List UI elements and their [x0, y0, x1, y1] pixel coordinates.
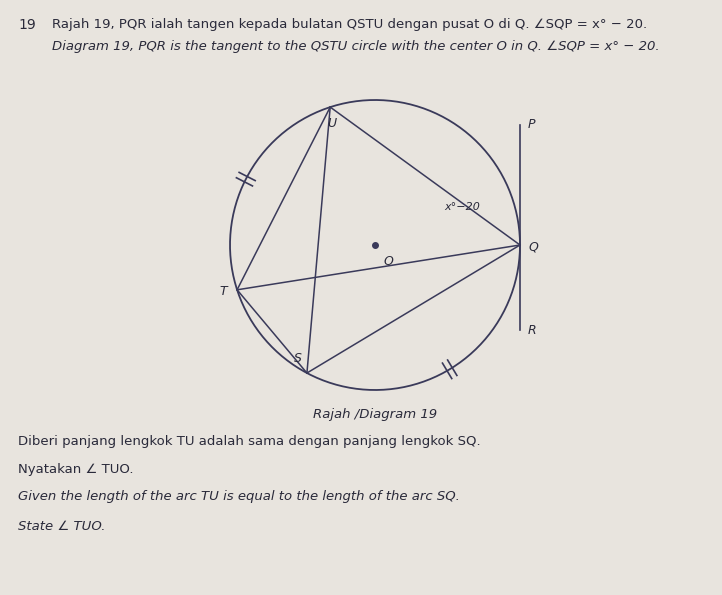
- Text: S: S: [294, 352, 302, 365]
- Text: P: P: [528, 118, 536, 131]
- Text: O: O: [383, 255, 393, 268]
- Text: Diagram 19, PQR is the tangent to the QSTU circle with the center O in Q. ∠SQP =: Diagram 19, PQR is the tangent to the QS…: [52, 40, 660, 53]
- Text: Nyatakan ∠ TUO.: Nyatakan ∠ TUO.: [18, 463, 134, 476]
- Text: State ∠ TUO.: State ∠ TUO.: [18, 520, 105, 533]
- Text: R: R: [528, 324, 536, 337]
- Text: U: U: [328, 117, 336, 130]
- Text: 19: 19: [18, 18, 36, 32]
- Text: x°−20: x°−20: [444, 202, 480, 212]
- Text: Diberi panjang lengkok TU adalah sama dengan panjang lengkok SQ.: Diberi panjang lengkok TU adalah sama de…: [18, 435, 481, 448]
- Text: Q: Q: [528, 240, 538, 253]
- Text: T: T: [219, 286, 227, 298]
- Text: Rajah 19, PQR ialah tangen kepada bulatan QSTU dengan pusat O di Q. ∠SQP = x° − : Rajah 19, PQR ialah tangen kepada bulata…: [52, 18, 647, 31]
- Text: Given the length of the arc TU is equal to the length of the arc SQ.: Given the length of the arc TU is equal …: [18, 490, 460, 503]
- Text: Rajah /Diagram 19: Rajah /Diagram 19: [313, 408, 437, 421]
